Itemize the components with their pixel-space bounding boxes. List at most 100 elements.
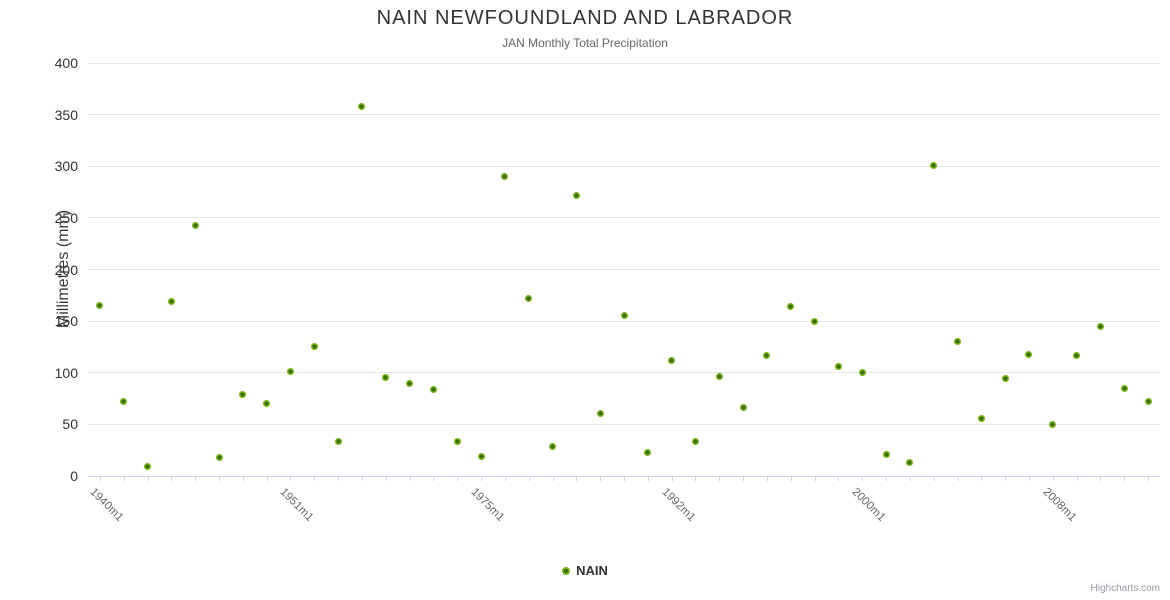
x-axis-tick [314,476,316,481]
x-axis-tick [1100,476,1102,481]
y-gridline [88,114,1160,116]
data-point[interactable] [120,398,128,406]
x-axis-tick [647,476,649,481]
y-axis-label: 50 [62,416,78,433]
data-point[interactable] [191,221,199,229]
x-axis-tick [171,476,173,481]
data-point[interactable] [239,390,247,398]
x-axis-tick [671,476,673,481]
data-point[interactable] [858,369,866,377]
y-gridline [88,165,1160,167]
x-axis-tick [99,476,101,481]
y-axis-label: 250 [54,209,78,226]
x-axis-tick [1028,476,1030,481]
x-axis-tick [719,476,721,481]
data-point[interactable] [549,442,557,450]
x-axis-tick [862,476,864,481]
data-point[interactable] [691,438,699,446]
x-axis-tick [361,476,363,481]
x-axis-tick [409,476,411,481]
x-axis-tick [600,476,602,481]
x-axis-tick [790,476,792,481]
y-axis-label: 0 [70,468,78,484]
x-axis-tick [1005,476,1007,481]
y-gridline [88,320,1160,322]
legend-item-nain[interactable]: NAIN [562,563,608,578]
data-point[interactable] [286,368,294,376]
y-axis-label: 200 [54,261,78,278]
data-point[interactable] [501,173,509,181]
data-point[interactable] [715,373,723,381]
credits-link[interactable]: Highcharts.com [1090,583,1160,594]
legend: NAIN [0,563,1170,578]
data-point[interactable] [834,363,842,371]
data-point[interactable] [906,459,914,467]
data-point[interactable] [763,351,771,359]
data-point[interactable] [644,448,652,456]
x-axis-tick [385,476,387,481]
data-point[interactable] [167,298,175,305]
data-point[interactable] [954,338,961,346]
data-point[interactable] [215,453,223,461]
data-point[interactable] [382,374,390,382]
data-point[interactable] [977,414,985,422]
y-axis-label: 300 [54,158,78,175]
x-axis-label: 1992m1 [659,486,698,524]
x-axis-tick [624,476,625,481]
x-axis-tick [957,476,959,481]
chart-title: NAIN NEWFOUNDLAND AND LABRADOR [376,7,794,29]
data-point[interactable] [144,463,152,471]
data-point[interactable] [1120,384,1128,392]
data-point[interactable] [429,385,437,393]
data-point[interactable] [620,312,628,320]
data-point[interactable] [310,343,318,351]
data-point[interactable] [596,409,604,417]
x-axis-tick [981,476,983,481]
data-point[interactable] [668,356,676,364]
y-gridline [88,372,1160,374]
x-axis-tick [266,476,268,481]
data-point[interactable] [572,191,580,199]
data-point[interactable] [525,294,533,302]
data-point[interactable] [1025,350,1033,358]
x-axis-label: 1951m1 [277,486,316,524]
data-point[interactable] [1144,398,1152,406]
x-axis-tick [433,476,435,481]
x-axis-tick [504,476,506,481]
data-point[interactable] [930,161,938,169]
x-axis-label: 2008m1 [1040,486,1079,524]
x-axis-tick [886,476,888,481]
data-point[interactable] [787,303,795,311]
x-axis-tick [933,476,935,481]
y-axis-label: 100 [54,364,78,381]
data-point[interactable] [96,302,104,310]
y-axis-label: 400 [54,55,78,71]
data-point[interactable] [334,438,342,446]
data-point[interactable] [358,102,366,110]
x-axis-tick [1076,476,1078,481]
data-point[interactable] [1049,420,1057,428]
data-point[interactable] [1001,375,1009,383]
x-axis-tick [242,476,244,481]
x-axis-tick [290,476,292,481]
y-axis-label: 350 [54,106,78,123]
x-axis-tick [219,476,221,481]
data-point[interactable] [453,438,461,446]
data-point[interactable] [739,404,747,412]
data-point[interactable] [1096,322,1104,330]
x-axis-tick [552,476,554,481]
x-axis-tick [1052,476,1054,481]
series-marker-icon [562,566,571,575]
data-point[interactable] [1073,351,1081,359]
data-point[interactable] [263,400,271,408]
x-axis-label: 1975m1 [468,486,507,524]
x-axis-tick [123,476,125,481]
x-axis-tick [195,476,197,481]
x-axis-tick [766,476,768,481]
data-point[interactable] [882,450,890,458]
data-point[interactable] [477,452,485,460]
data-point[interactable] [406,379,414,387]
data-point[interactable] [811,317,819,325]
